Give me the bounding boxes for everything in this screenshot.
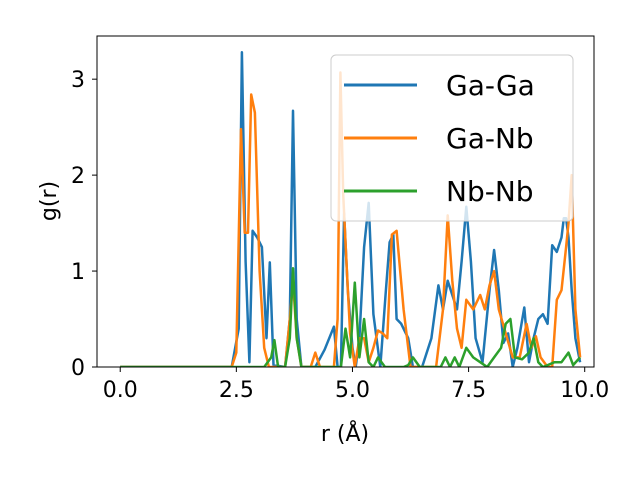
x-tick-label: 2.5 <box>219 378 254 403</box>
y-tick-label: 3 <box>71 68 85 93</box>
x-tick-label: 7.5 <box>451 378 486 403</box>
y-tick-label: 1 <box>71 260 85 285</box>
x-axis: 0.0 2.5 5.0 7.5 10.0 <box>103 367 609 403</box>
y-axis: 0 1 2 3 <box>71 68 97 381</box>
y-axis-label: g(r) <box>37 181 62 221</box>
legend-label: Nb-Nb <box>446 175 534 208</box>
y-tick-label: 0 <box>71 356 85 381</box>
legend-box <box>330 54 574 222</box>
legend-label: Ga-Nb <box>446 122 534 155</box>
x-tick-label: 10.0 <box>560 378 609 403</box>
y-tick-label: 2 <box>71 164 85 189</box>
series-line-nb-nb <box>120 266 582 367</box>
x-axis-label: r (Å) <box>321 420 369 447</box>
x-tick-label: 0.0 <box>103 378 138 403</box>
legend: Ga-Ga Ga-Nb Nb-Nb <box>330 54 574 222</box>
x-tick-label: 5.0 <box>335 378 370 403</box>
plot-frame <box>96 35 595 368</box>
legend-label: Ga-Ga <box>446 69 535 102</box>
series-line-ga-nb <box>120 71 582 367</box>
